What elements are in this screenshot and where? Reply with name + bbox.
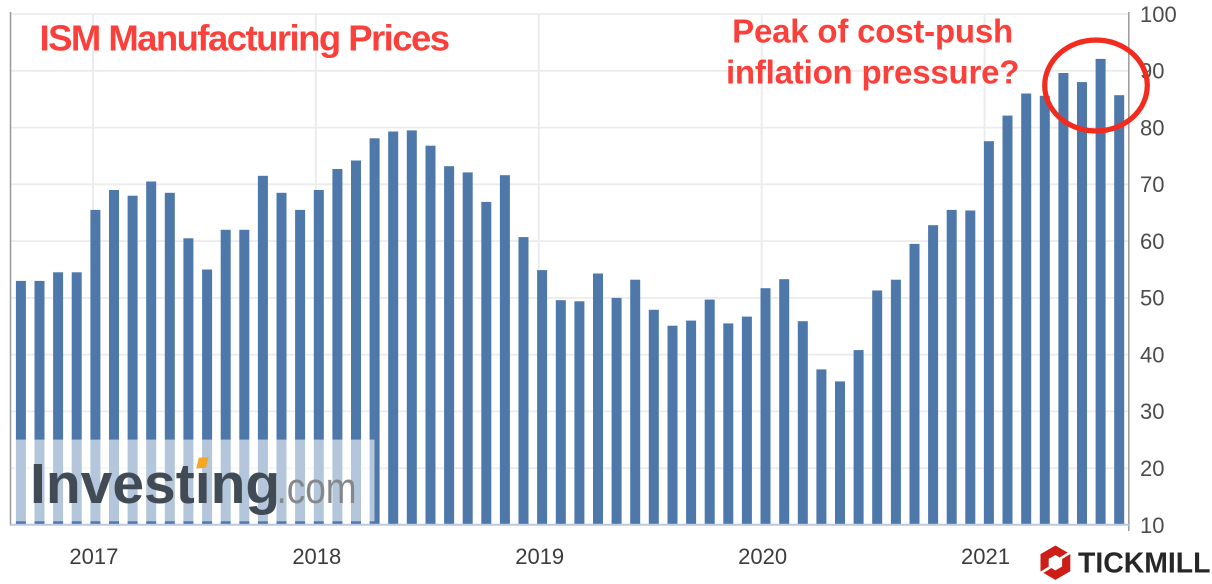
svg-text:30: 30 (1140, 399, 1164, 424)
svg-text:70: 70 (1140, 172, 1164, 197)
svg-text:20: 20 (1140, 456, 1164, 481)
svg-text:10: 10 (1140, 513, 1164, 538)
svg-text:Peak of cost-push: Peak of cost-push (732, 13, 1013, 50)
svg-text:100: 100 (1140, 2, 1177, 27)
svg-text:2019: 2019 (515, 544, 564, 569)
svg-text:50: 50 (1140, 286, 1164, 311)
svg-text:60: 60 (1140, 229, 1164, 254)
svg-text:TICKMILL: TICKMILL (1078, 548, 1210, 580)
svg-text:inflation pressure?: inflation pressure? (726, 54, 1019, 91)
svg-text:ISM Manufacturing Prices: ISM Manufacturing Prices (40, 18, 449, 59)
svg-text:2017: 2017 (69, 544, 118, 569)
svg-text:2020: 2020 (738, 544, 787, 569)
svg-text:.com: .com (277, 463, 357, 513)
svg-text:Investıng: Investıng (30, 452, 280, 516)
svg-text:40: 40 (1140, 343, 1164, 368)
svg-text:2021: 2021 (961, 544, 1010, 569)
svg-text:80: 80 (1140, 115, 1164, 140)
svg-text:2018: 2018 (292, 544, 341, 569)
